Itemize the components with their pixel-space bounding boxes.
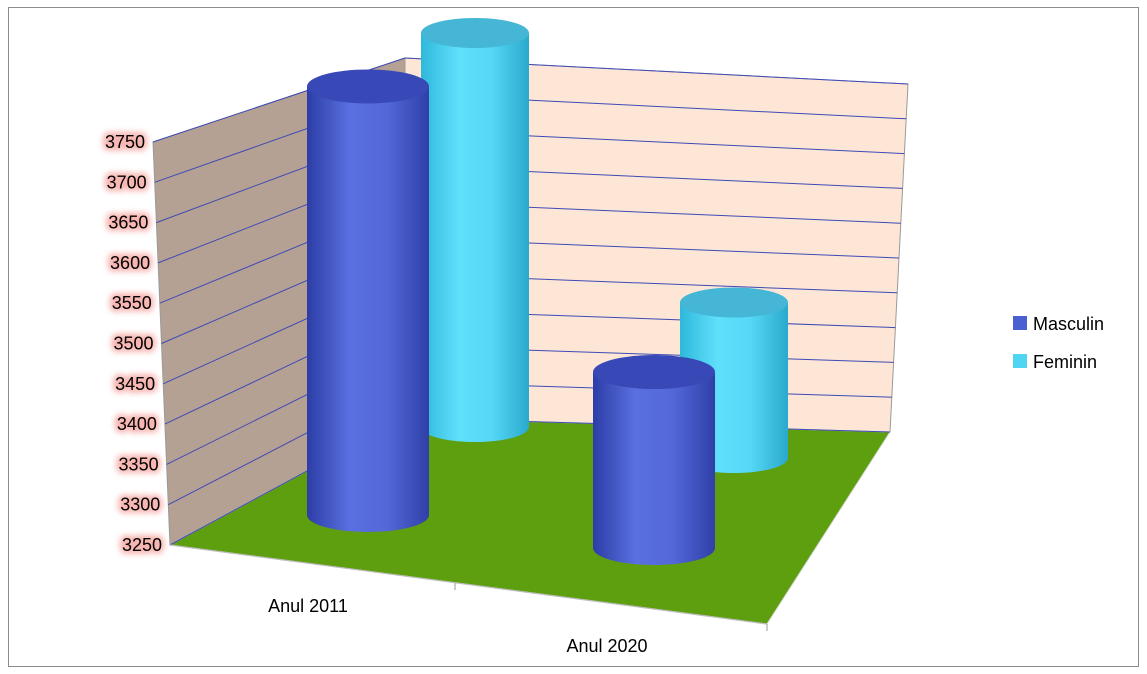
legend-swatch-masculin xyxy=(1013,316,1027,330)
y-tick-label: 3300 xyxy=(120,495,160,515)
y-tick-label: 3650 xyxy=(108,213,148,233)
cylinder-top xyxy=(680,287,788,318)
legend-label-masculin: Masculin xyxy=(1033,314,1104,334)
bars xyxy=(307,18,788,565)
x-axis-line xyxy=(169,544,768,625)
y-tick-label-glow: 3750 xyxy=(105,132,145,152)
cylinder-top xyxy=(307,69,429,104)
y-tick-label: 3750 xyxy=(105,132,145,152)
bar-masculin-2 xyxy=(593,355,715,565)
y-tick-label: 3700 xyxy=(107,172,147,192)
y-tick-label: 3250 xyxy=(122,535,162,555)
y-tick-label: 3600 xyxy=(110,253,150,273)
cylinder-top xyxy=(593,355,715,390)
cylinder-body xyxy=(307,86,429,532)
y-tick-label: 3550 xyxy=(112,293,152,313)
y-tick-label-glow: 3400 xyxy=(117,414,157,434)
y-tick-label-glow: 3650 xyxy=(108,213,148,233)
bar-masculin-1 xyxy=(307,69,429,532)
y-tick-label-glow: 3700 xyxy=(107,172,147,192)
y-tick-label-glow: 3500 xyxy=(113,334,153,354)
x-tick-label: Anul 2020 xyxy=(566,636,647,656)
y-tick-label: 3400 xyxy=(117,414,157,434)
y-tick-label-glow: 3300 xyxy=(120,495,160,515)
bar-feminin-1 xyxy=(421,18,529,442)
legend-label-feminin: Feminin xyxy=(1033,352,1097,372)
x-tick-label: Anul 2011 xyxy=(268,596,348,616)
y-tick-label: 3450 xyxy=(115,374,155,394)
y-axis: 3250325033003300335033503400340034503450… xyxy=(102,129,165,558)
y-tick-label-glow: 3450 xyxy=(115,374,155,394)
cylinder-top xyxy=(421,18,529,48)
cylinder-body xyxy=(593,372,715,565)
cylinder-body xyxy=(421,33,529,442)
y-tick-label-glow: 3250 xyxy=(122,535,162,555)
y-tick-label: 3500 xyxy=(113,334,153,354)
y-tick-label-glow: 3600 xyxy=(110,253,150,273)
legend-swatch-feminin xyxy=(1013,354,1027,368)
y-tick-label: 3350 xyxy=(119,454,159,474)
y-tick-label-glow: 3350 xyxy=(119,454,159,474)
y-tick-label-glow: 3550 xyxy=(112,293,152,313)
legend: Masculin Feminin xyxy=(1013,314,1104,372)
